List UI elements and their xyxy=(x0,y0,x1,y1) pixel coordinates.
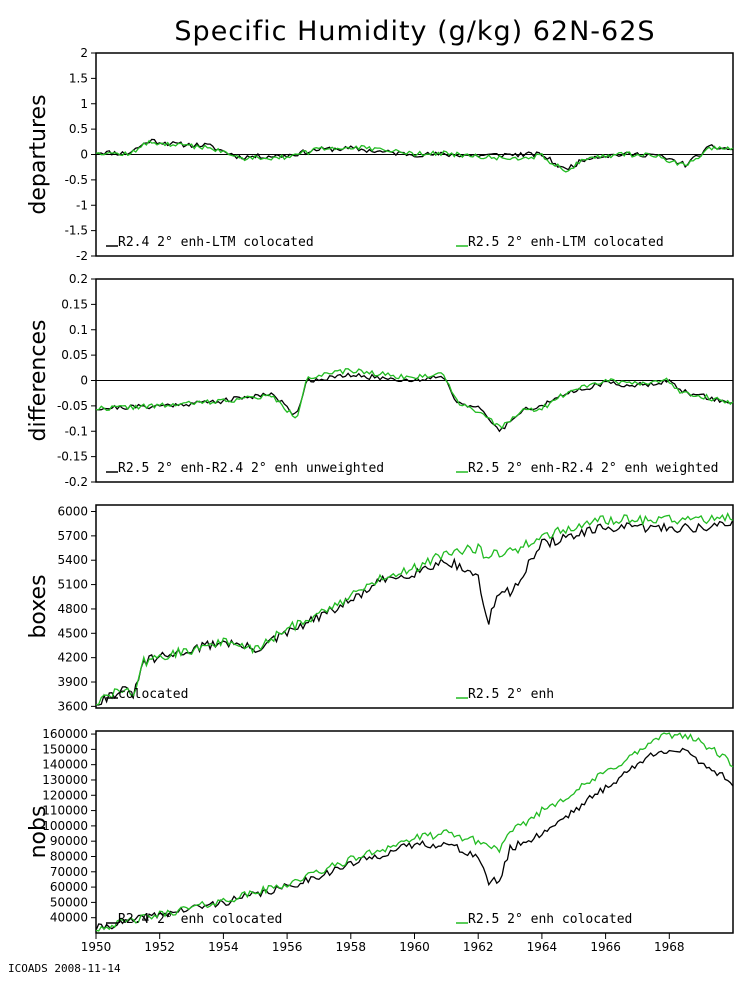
chart-title: Specific Humidity (g/kg) 62N-62S xyxy=(174,16,655,47)
legend-label: R2.5 2° enh-LTM colocated xyxy=(468,235,664,250)
y-tick-label: -0.5 xyxy=(65,173,88,187)
legend-label: R2.5 2° enh-R2.4 2° enh weighted xyxy=(468,461,718,476)
x-tick-label: 1958 xyxy=(336,940,367,954)
x-tick-label: 1964 xyxy=(527,940,558,954)
y-tick-label: 100000 xyxy=(42,819,88,833)
series-line xyxy=(95,368,734,430)
y-tick-label: -1 xyxy=(76,198,88,212)
y-axis-label: boxes xyxy=(26,574,51,638)
y-tick-label: 0.05 xyxy=(61,348,88,362)
y-tick-label: 90000 xyxy=(50,834,88,848)
y-tick-label: 130000 xyxy=(42,773,88,787)
y-tick-label: 4500 xyxy=(57,626,88,640)
series-line xyxy=(95,732,734,932)
x-tick-label: 1950 xyxy=(81,940,112,954)
y-tick-label: -0.2 xyxy=(65,475,88,489)
y-tick-label: 0.15 xyxy=(61,297,88,311)
panel-2: -0.2 -0.15 -0.1 -0.05 0 0.05 0.1 0.15 0.2 differe… xyxy=(26,272,734,489)
y-tick-label: -2 xyxy=(76,249,88,263)
y-tick-label: 60000 xyxy=(50,880,88,894)
y-tick-label: 5100 xyxy=(57,578,88,592)
y-tick-label: 3900 xyxy=(57,675,88,689)
y-tick-label: 120000 xyxy=(42,788,88,802)
y-tick-label: 160000 xyxy=(42,727,88,741)
legend-label: R2.5 2° enh-R2.4 2° enh unweighted xyxy=(118,461,384,476)
y-tick-label: -0.1 xyxy=(65,424,88,438)
x-tick-label: 1952 xyxy=(144,940,175,954)
y-tick-label: 3600 xyxy=(57,699,88,713)
series-line xyxy=(95,511,734,706)
series-line xyxy=(95,519,734,706)
plot-frame xyxy=(95,730,734,934)
legend-label: R2.5 2° enh colocated xyxy=(468,912,632,927)
y-tick-label: 6000 xyxy=(57,504,88,518)
y-tick-label: -1.5 xyxy=(65,224,88,238)
y-tick-label: 1 xyxy=(80,97,88,111)
y-tick-label: 50000 xyxy=(50,895,88,909)
y-tick-label: 0 xyxy=(80,374,88,388)
y-tick-label: 0.1 xyxy=(69,323,88,337)
y-tick-label: 110000 xyxy=(42,804,88,818)
x-tick-label: 1956 xyxy=(272,940,303,954)
x-tick-label: 1954 xyxy=(208,940,239,954)
y-tick-label: 4800 xyxy=(57,602,88,616)
y-tick-label: 0.2 xyxy=(69,272,88,286)
y-tick-label: 0 xyxy=(80,148,88,162)
chart-panels: -2 -1.5 -1 -0.5 0 0.5 1 1.5 2 departures R2.4 2° e… xyxy=(26,46,734,954)
y-tick-label: 80000 xyxy=(50,849,88,863)
y-axis-label: differences xyxy=(26,320,51,442)
series-line xyxy=(95,139,734,173)
y-axis-label: departures xyxy=(26,94,51,214)
y-tick-label: -0.05 xyxy=(57,399,88,413)
legend-label: colocated xyxy=(118,687,188,702)
legend-label: R2.4 2° enh-LTM colocated xyxy=(118,235,314,250)
y-axis-label: nobs xyxy=(26,806,51,859)
y-tick-label: -0.15 xyxy=(57,450,88,464)
x-tick-label: 1968 xyxy=(654,940,685,954)
y-tick-label: 140000 xyxy=(42,758,88,772)
panel-1: -2 -1.5 -1 -0.5 0 0.5 1 1.5 2 departures R2.4 2° e… xyxy=(26,46,734,263)
footer-credit: ICOADS 2008-11-14 xyxy=(8,962,121,975)
x-tick-label: 1962 xyxy=(463,940,494,954)
y-tick-label: 40000 xyxy=(50,911,88,925)
y-tick-label: 1.5 xyxy=(69,71,88,85)
series-line xyxy=(95,372,734,433)
y-tick-label: 2 xyxy=(80,46,88,60)
y-tick-label: 150000 xyxy=(42,742,88,756)
y-tick-label: 0.5 xyxy=(69,122,88,136)
plot-frame xyxy=(95,504,734,709)
x-tick-label: 1966 xyxy=(590,940,621,954)
series-line xyxy=(95,747,734,931)
panel-3: 3600 3900 4200 4500 4800 5100 5400 5700 6000 boxe… xyxy=(26,504,734,713)
legend-label: R2.4 2° enh colocated xyxy=(118,912,282,927)
y-tick-label: 5700 xyxy=(57,529,88,543)
legend-label: R2.5 2° enh xyxy=(468,687,554,702)
y-tick-label: 4200 xyxy=(57,651,88,665)
x-tick-label: 1960 xyxy=(399,940,430,954)
y-tick-label: 70000 xyxy=(50,865,88,879)
y-tick-label: 5400 xyxy=(57,553,88,567)
